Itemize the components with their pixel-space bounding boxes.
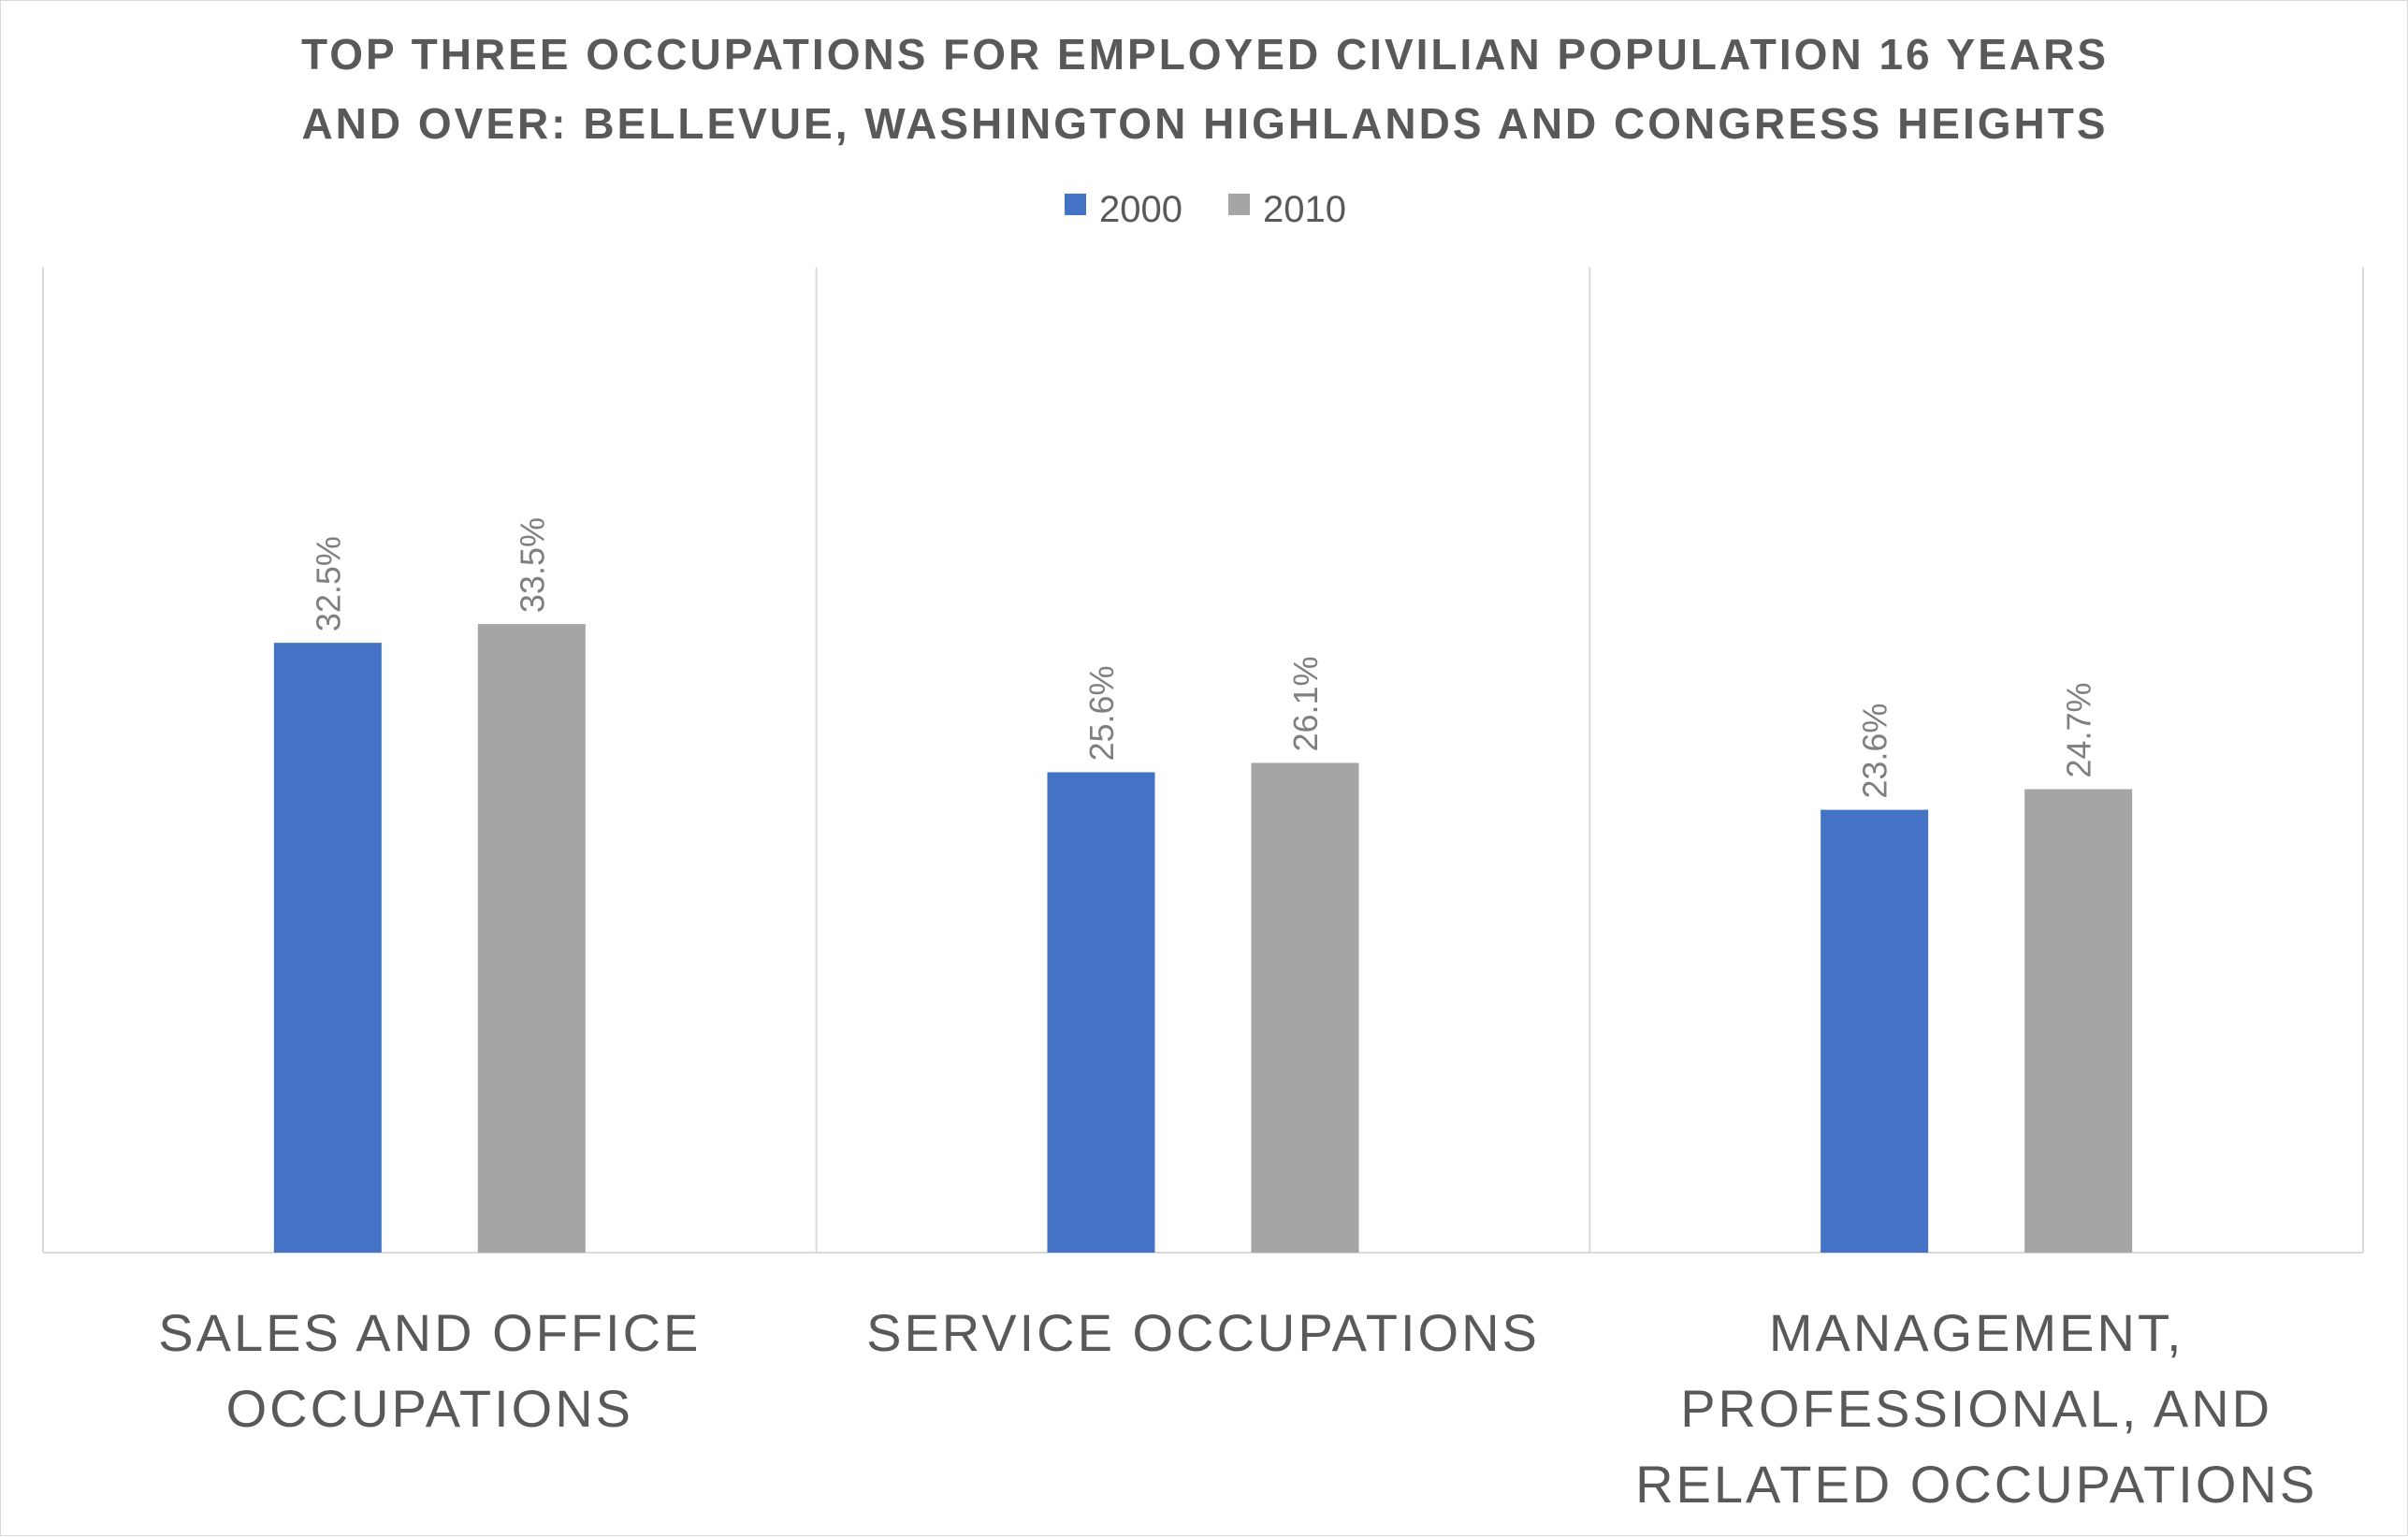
plot-area: 32.5% 33.5% 25.6% 26.1% 23.6% 24.7% bbox=[42, 268, 2364, 1254]
category-labels: SALES AND OFFICE OCCUPATIONS SERVICE OCCUP… bbox=[158, 1303, 2317, 1514]
category-label-line: OCCUPATIONS bbox=[226, 1379, 633, 1438]
data-label-2010-0: 33.5% bbox=[513, 517, 551, 613]
category-label-line: RELATED OCCUPATIONS bbox=[1635, 1455, 2317, 1514]
category-label-line: PROFESSIONAL, AND bbox=[1680, 1379, 2272, 1438]
bar-2010-1 bbox=[1251, 762, 1359, 1253]
data-label-2000-1: 25.6% bbox=[1082, 665, 1121, 761]
bar-2000-2 bbox=[1821, 809, 1929, 1253]
chart-title: TOP THREE OCCUPATIONS FOR EMPLOYED CIVIL… bbox=[301, 30, 2109, 148]
chart-title-line: AND OVER: BELLEVUE, WASHINGTON HIGHLANDS… bbox=[301, 99, 2108, 148]
category-label-line: SALES AND OFFICE bbox=[158, 1303, 701, 1362]
legend: 2000 2010 bbox=[1065, 189, 1346, 230]
legend-label-2010: 2010 bbox=[1263, 189, 1346, 230]
chart-title-line: TOP THREE OCCUPATIONS FOR EMPLOYED CIVIL… bbox=[301, 30, 2109, 79]
data-label-2010-2: 24.7% bbox=[2060, 683, 2098, 778]
bar-2000-1 bbox=[1047, 772, 1155, 1253]
legend-label-2000: 2000 bbox=[1099, 189, 1182, 230]
legend-swatch-2010 bbox=[1228, 194, 1250, 215]
data-label-2000-0: 32.5% bbox=[309, 536, 347, 631]
category-label-line: SERVICE OCCUPATIONS bbox=[866, 1303, 1540, 1362]
bar-2000-0 bbox=[273, 643, 382, 1253]
legend-swatch-2000 bbox=[1065, 194, 1086, 215]
bar-2010-0 bbox=[477, 624, 586, 1253]
bar-2010-2 bbox=[2024, 789, 2133, 1253]
data-label-2000-2: 23.6% bbox=[1856, 703, 1894, 799]
data-label-2010-1: 26.1% bbox=[1286, 656, 1325, 751]
category-label-line: MANAGEMENT, bbox=[1769, 1303, 2184, 1362]
